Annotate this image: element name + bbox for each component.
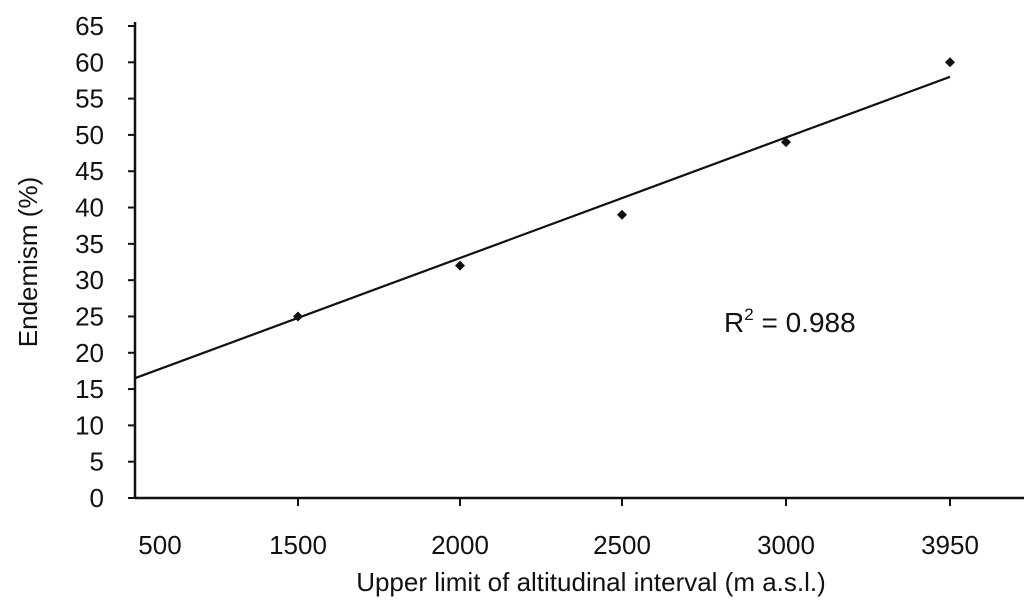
y-tick-label: 25: [75, 301, 104, 331]
y-tick-label: 0: [90, 483, 104, 513]
x-tick-label: 500: [138, 530, 181, 560]
x-tick-label: 2000: [431, 530, 489, 560]
y-tick-label: 15: [75, 374, 104, 404]
y-tick-label: 35: [75, 229, 104, 259]
y-tick-label: 55: [75, 84, 104, 114]
y-axis-ticks: 0 5 10 15 20 25 30 35 40 45 50 55 60 65: [75, 11, 135, 513]
r-squared-base: R: [724, 307, 744, 338]
r-squared-annotation: R2 = 0.988: [724, 305, 856, 338]
y-tick-label: 50: [75, 120, 104, 150]
data-points: [293, 57, 955, 322]
data-point: [455, 260, 465, 271]
y-tick-label: 60: [75, 47, 104, 77]
y-tick-label: 20: [75, 338, 104, 368]
y-tick-label: 65: [75, 11, 104, 41]
r-squared-superscript: 2: [744, 305, 753, 324]
data-point: [293, 311, 303, 322]
trendline-group: [134, 75, 951, 380]
data-point: [781, 137, 791, 148]
x-tick-label: 3000: [757, 530, 815, 560]
y-tick-label: 5: [90, 447, 104, 477]
y-tick-label: 10: [75, 410, 104, 440]
y-tick-label: 40: [75, 193, 104, 223]
data-point: [945, 57, 955, 68]
axes: [133, 22, 1024, 500]
x-tick-label: 2500: [593, 530, 651, 560]
y-tick-label: 30: [75, 265, 104, 295]
x-axis-ticks: 500 1500 2000 2500 3000 3950: [138, 498, 979, 560]
y-axis-title: Endemism (%): [13, 177, 43, 347]
y-tick-label: 45: [75, 156, 104, 186]
r-squared-value: = 0.988: [754, 307, 856, 338]
x-tick-label: 1500: [269, 530, 327, 560]
x-tick-label: 3950: [921, 530, 979, 560]
x-axis-title: Upper limit of altitudinal interval (m a…: [356, 567, 826, 597]
data-point: [617, 209, 627, 220]
trendline: [134, 75, 951, 380]
